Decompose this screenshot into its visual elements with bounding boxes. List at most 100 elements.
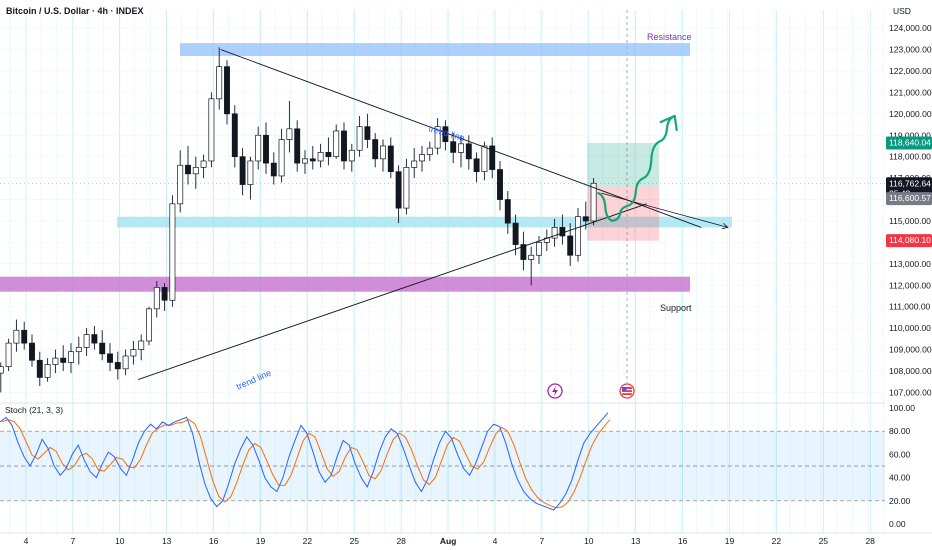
projection-curve[interactable]	[597, 114, 676, 223]
x-tick-label: 19	[256, 536, 266, 546]
x-tick-label: 28	[865, 536, 875, 546]
y-tick-label: 120,000.00	[889, 109, 932, 119]
y-tick-label: 113,000.00	[889, 259, 931, 269]
x-tick-label: 4	[24, 536, 29, 546]
candle-body	[270, 162, 277, 177]
y-tick-label: 122,000.00	[889, 66, 932, 76]
candle-body	[107, 353, 113, 363]
x-tick-label: 28	[396, 536, 406, 546]
candle-body	[224, 66, 230, 115]
candle-body	[536, 242, 542, 256]
candle-body	[161, 287, 168, 301]
stop-zone[interactable]	[587, 186, 660, 241]
candle-body	[247, 160, 254, 185]
projection-arrow-head	[721, 222, 729, 230]
candle-body	[231, 113, 238, 158]
candle-body	[341, 130, 347, 162]
currency-label[interactable]: USD	[893, 6, 911, 16]
candle-body	[200, 160, 207, 168]
target-zone[interactable]	[587, 142, 660, 187]
candle-body	[590, 182, 597, 222]
candle-body	[185, 164, 191, 175]
resistance-zone[interactable]	[180, 43, 690, 56]
candle-body	[309, 158, 316, 162]
price-badges: 118,640.04116,762.6425:43116,600.57114,0…	[886, 136, 932, 248]
candle-body	[29, 342, 35, 361]
stoch-tick-label: 20.00	[889, 496, 911, 506]
target-price-badge	[886, 136, 932, 150]
candle-body	[286, 128, 293, 140]
candle-body	[442, 126, 449, 143]
candle-body	[44, 364, 51, 378]
candle-body	[5, 342, 12, 368]
trend-lines[interactable]	[137, 49, 702, 380]
candle-body	[146, 308, 152, 342]
candle-body	[91, 334, 98, 344]
x-tick-label: 25	[350, 536, 360, 546]
stochastic-pane	[0, 412, 885, 511]
x-tick-label: 25	[819, 536, 829, 546]
trend-line-lower[interactable]	[137, 203, 647, 380]
candle-body	[60, 357, 67, 363]
y-tick-label: 108,000.00	[889, 366, 932, 376]
stop-price-badge	[886, 234, 932, 248]
candle-body	[348, 149, 355, 162]
candle-body	[333, 130, 340, 158]
candle-body	[520, 244, 527, 260]
grid	[0, 10, 918, 533]
x-tick-label: 7	[540, 536, 545, 546]
time-axis[interactable]: 4 7 10 13 16 19 22 25 28 Aug 4 7 10 13 16 19 22 25 28	[0, 532, 932, 546]
x-tick-label: 16	[209, 536, 219, 546]
projection-curve-head	[659, 114, 678, 132]
candle-body	[138, 340, 145, 350]
trend-line-upper[interactable]	[220, 49, 702, 228]
x-tick-label: 10	[584, 536, 594, 546]
y-tick-label: 115,000.00	[889, 216, 931, 226]
stoch-tick-label: 60.00	[889, 449, 911, 459]
x-tick-label: Aug	[440, 536, 457, 546]
stop-price-badge-text: 114,080.10	[889, 235, 931, 245]
candle-body	[216, 66, 223, 100]
candle-body	[458, 143, 464, 153]
candle-body	[302, 158, 308, 164]
position-tool[interactable]	[587, 142, 660, 241]
candle-body	[372, 139, 379, 160]
y-tick-label: 123,000.00	[889, 45, 932, 55]
y-tick-label: 124,000.00	[889, 23, 932, 33]
projection-drawing[interactable]	[597, 114, 729, 230]
candle-body	[192, 167, 199, 175]
x-tick-label: 22	[772, 536, 782, 546]
projection-arrow-line[interactable]	[601, 192, 728, 228]
candle-body	[122, 355, 129, 370]
middle-zone[interactable]	[117, 216, 732, 228]
candle-body	[387, 145, 394, 173]
x-tick-label: 13	[162, 536, 172, 546]
y-tick-label: 107,000.00	[889, 387, 932, 397]
price-axis-bg	[888, 0, 932, 550]
y-tick-label: 118,000.00	[889, 152, 931, 162]
price-axis[interactable]: 124,000.00 123,000.00 122,000.00 121,000.00…	[888, 0, 932, 550]
y-tick-label: 112,000.00	[889, 280, 931, 290]
candle-body	[0, 366, 4, 374]
candle-body	[582, 216, 589, 222]
candle-body	[21, 329, 28, 344]
candle-body	[208, 98, 215, 162]
candle-body	[278, 139, 285, 177]
candle-body	[426, 147, 433, 155]
target-price-badge-text: 118,640.04	[889, 137, 931, 147]
candle-body	[130, 349, 137, 357]
event-icon-lightning[interactable]	[547, 383, 563, 399]
event-icon-us-flag[interactable]	[619, 383, 635, 399]
resistance-label: Resistance	[647, 32, 692, 42]
candle-body	[364, 126, 371, 140]
x-tick-label: 4	[493, 536, 498, 546]
candle-body	[294, 128, 301, 164]
candle-body	[239, 156, 246, 185]
support-zone[interactable]	[0, 276, 690, 292]
candle-body	[559, 227, 566, 237]
candle-body	[481, 145, 488, 173]
candle-body	[356, 126, 363, 151]
candle-body	[317, 152, 324, 162]
indicator-label[interactable]: Stoch (21, 3, 3)	[5, 405, 63, 415]
support-label: Support	[660, 303, 692, 313]
